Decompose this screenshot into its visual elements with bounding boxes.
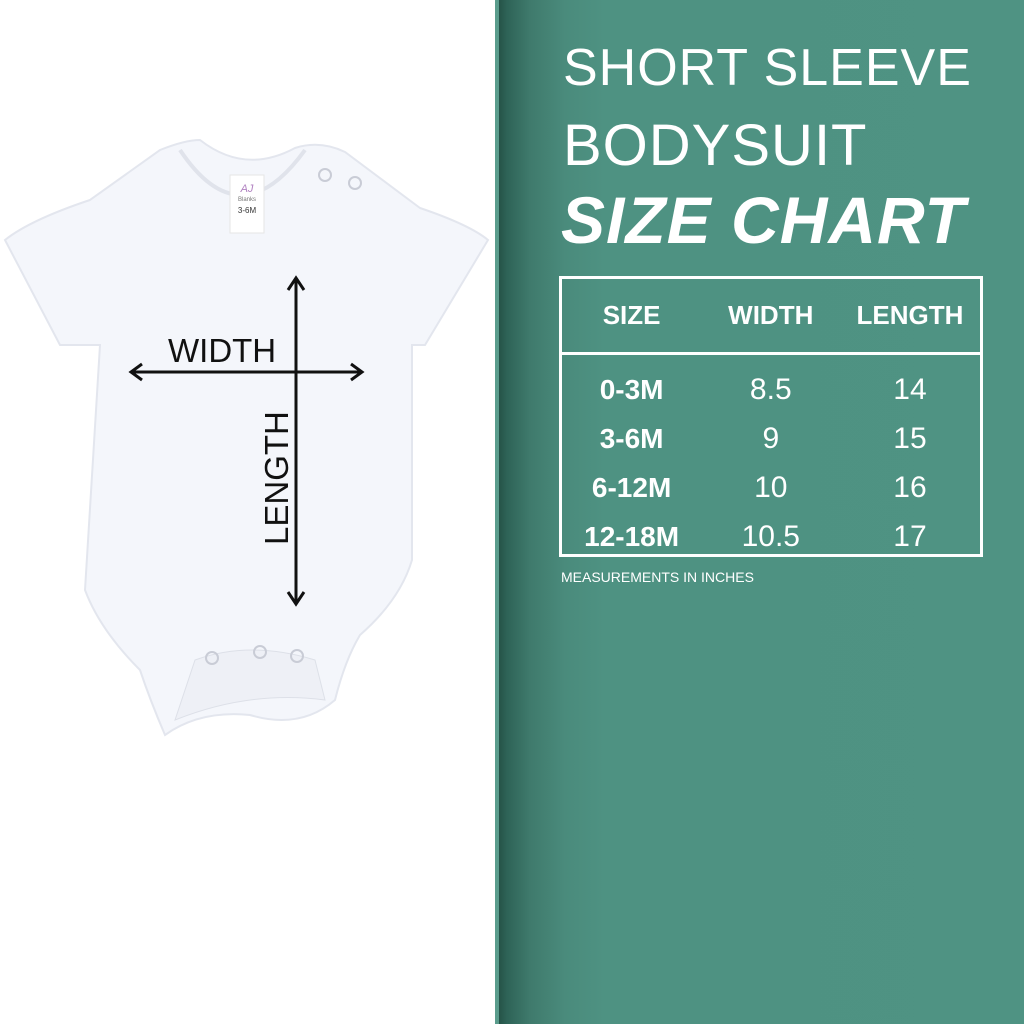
title-line-1: SHORT SLEEVE: [563, 39, 972, 97]
size-cell: 0-3M: [599, 373, 664, 405]
header-width: WIDTH: [728, 300, 814, 330]
table-row: 6-12M 10 16: [562, 463, 980, 512]
svg-text:3-6M: 3-6M: [238, 206, 257, 215]
title-line-2: BODYSUIT: [563, 113, 868, 178]
length-cell: 14: [893, 372, 927, 406]
title-size-chart: SIZE CHART: [561, 183, 966, 257]
width-cell: 10: [754, 470, 788, 504]
width-cell: 8.5: [749, 372, 792, 406]
svg-text:Blanks: Blanks: [238, 197, 256, 203]
size-table: SIZE WIDTH LENGTH 0-3M 8.5 14 3-6M 9 15 6-12…: [559, 276, 983, 557]
length-cell: 15: [893, 421, 927, 455]
length-label: LENGTH: [258, 411, 295, 545]
width-cell: 9: [762, 421, 780, 455]
table-row: 0-3M 8.5 14: [562, 365, 980, 414]
width-label: WIDTH: [168, 332, 276, 369]
length-cell: 17: [893, 519, 927, 553]
bodysuit-illustration: AJ Blanks 3-6M WIDTH LENGTH: [3, 138, 490, 737]
length-cell: 16: [893, 470, 927, 504]
svg-text:AJ: AJ: [240, 183, 254, 195]
width-cell: 10.5: [741, 519, 800, 553]
measurement-note: MEASUREMENTS IN INCHES: [561, 569, 754, 585]
table-row: 3-6M 9 15: [562, 414, 980, 463]
header-size: SIZE: [602, 300, 661, 330]
garment-tag: [229, 174, 265, 234]
size-cell: 6-12M: [591, 471, 672, 503]
table-header: SIZE WIDTH LENGTH: [562, 279, 980, 355]
product-image-panel: AJ Blanks 3-6M WIDTH LENGTH: [0, 0, 495, 1024]
table-row: 12-18M 10.5 17: [562, 512, 980, 561]
size-chart-panel: SHORT SLEEVE BODYSUIT SIZE CHART SIZE WI…: [495, 0, 1024, 1024]
size-cell: 12-18M: [584, 520, 680, 552]
size-cell: 3-6M: [599, 422, 664, 454]
header-length: LENGTH: [856, 300, 964, 330]
bodysuit-shape: [3, 138, 490, 737]
